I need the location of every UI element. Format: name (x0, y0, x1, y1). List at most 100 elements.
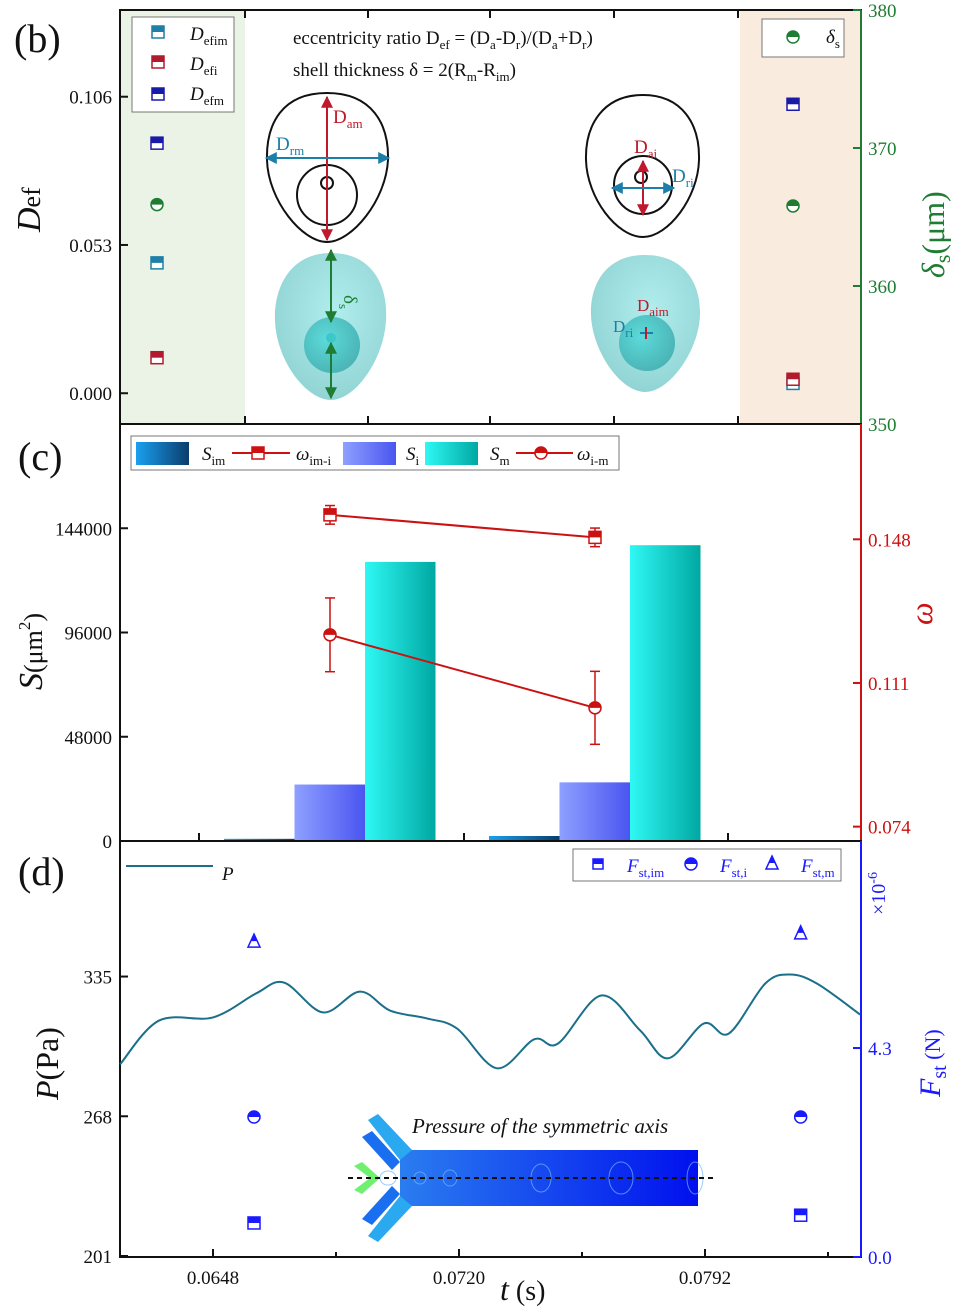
legend-marker-f-st-m (764, 854, 780, 870)
bar-i (559, 782, 630, 841)
panel-c-frame (119, 423, 862, 842)
legend-marker-f-st-i (684, 857, 698, 871)
line-omega-i-m (329, 633, 596, 709)
y2-tick-label: 360 (868, 277, 897, 298)
legend-marker-delta-s (786, 30, 800, 44)
legend-label-defm: Defm (189, 84, 224, 108)
y-tick-label: 96000 (65, 624, 113, 645)
panel-b-right-shade (740, 10, 861, 424)
y2-tick-label: 370 (868, 139, 897, 160)
panel-d-legend-line: P (126, 864, 234, 885)
inset-title: Pressure of the symmetric axis (411, 1114, 668, 1138)
data-point-omega-im-i-fill (589, 531, 601, 538)
legend-label-p: P (221, 864, 234, 885)
panel-d-ticks: 201 268 335 0.0 4.3 0.0648 0.0720 0.0792 (84, 968, 892, 1289)
panel-b-legend-right: δs (761, 18, 845, 58)
data-point-s-fill (787, 199, 799, 206)
panel-d-y2-multiplier: ×10-6 (866, 872, 890, 915)
legend-marker-f-st-m-fill (769, 856, 775, 863)
data-point-st-i (247, 1110, 261, 1124)
legend-label-f-st-im: Fst,im (626, 856, 664, 880)
panel-b-y-axis-label: Def (11, 187, 48, 233)
panel-d-legend-force: Fst,im Fst,i Fst,m (572, 848, 842, 882)
y2-tick-label: 0.0 (868, 1248, 892, 1269)
y-tick-label: 0.106 (69, 88, 112, 109)
legend-swatch-s-i (343, 442, 396, 465)
panel-b-legend-left: Defim Defi Defm (131, 16, 235, 113)
legend-marker-efm (151, 87, 165, 101)
data-point-omega-im-i (588, 530, 602, 545)
legend-marker-omega-im-i-fill (252, 447, 264, 453)
legend-label-omega-i-m: ωi-m (577, 444, 608, 468)
legend-marker-f-st-im (592, 858, 604, 870)
y2-tick-label: 0.074 (868, 818, 911, 839)
line-omega-im-i (329, 513, 596, 539)
panel-label-b: (b) (14, 16, 61, 61)
data-point-st-i-fill (794, 1111, 807, 1118)
legend-marker-omega-i-m-fill (535, 447, 547, 453)
pressure-curve (119, 973, 861, 1070)
data-point-omega-i-m (323, 628, 337, 642)
bar-i (294, 784, 365, 841)
legend-marker-f-st-im-fill (593, 859, 603, 864)
data-point-st-im-fill (248, 1216, 260, 1223)
data-point-efim (150, 256, 164, 270)
y-tick-label: 268 (84, 1107, 113, 1128)
data-point-efm (786, 97, 800, 112)
legend-label-f-st-i: Fst,i (719, 856, 748, 880)
legend-swatch-s-im (136, 442, 189, 465)
y2-tick-label: 4.3 (868, 1039, 892, 1060)
data-point-st-m (246, 932, 262, 948)
y-tick-label: 335 (84, 968, 113, 989)
data-point-st-im-fill (794, 1209, 807, 1216)
y2-tick-label: 350 (868, 415, 897, 436)
legend-label-omega-im-i: ωim-i (296, 444, 331, 468)
panel-d-pressure-line (119, 973, 861, 1070)
schematic-outer-droplet-left: Dam Drm (264, 91, 391, 244)
legend-swatch-s-m (425, 442, 478, 465)
legend-marker-delta-s-fill (787, 31, 799, 37)
schematic-outer-droplet-right: Dai Dri (584, 93, 701, 239)
data-point-st-i-fill (248, 1111, 260, 1118)
data-point-st-m (793, 924, 808, 940)
data-point-st-i (793, 1110, 808, 1124)
data-point-efi (786, 372, 800, 386)
data-point-s (150, 197, 164, 212)
data-point-st-im (247, 1216, 261, 1230)
data-point-omega-im-i (323, 508, 337, 522)
legend-marker-efim (151, 25, 165, 39)
bar-im (489, 836, 560, 841)
data-point-efm (150, 136, 164, 150)
panel-c-y2-axis-label: ω (903, 602, 939, 625)
legend-marker-omega-im-i (251, 446, 265, 460)
formula-shell-thickness: shell thickness δ = 2(Rm-Rim) (293, 60, 516, 84)
panel-c-ticks: 0 48000 96000 144000 0.074 0.111 0.148 (55, 519, 911, 853)
inset-channel-pressure-map: Pressure of the symmetric axis (348, 1114, 715, 1242)
y-tick-label: 0 (103, 832, 113, 853)
data-point-efm-fill (787, 98, 799, 105)
legend-marker-efi (151, 55, 165, 69)
legend-marker-f-st-i-fill (685, 858, 697, 864)
legend-label-s-i: Si (406, 444, 420, 468)
formula-eccentricity: eccentricity ratio Def = (Da-Dr)/(Da+Dr) (293, 28, 593, 52)
legend-marker-efi-fill (152, 56, 164, 62)
data-point-efi-fill (787, 373, 799, 380)
render-3d-droplet-left: δs (274, 248, 387, 400)
legend-label-defim: Defim (189, 24, 228, 48)
panel-d-x-axis-label: t (s) (500, 1271, 545, 1307)
bar-im (224, 838, 295, 841)
data-point-efim-fill (151, 256, 163, 263)
data-point-st-im (793, 1208, 808, 1222)
panel-c-bars (224, 545, 701, 841)
panel-d-y-axis-label: P(Pa) (29, 1027, 65, 1101)
label-d-am: Dam (333, 107, 363, 131)
data-point-omega-i-m-fill (324, 628, 336, 635)
data-point-s (786, 199, 800, 213)
panel-c-legend: Sim ωim-i Si Sm ωi-m (130, 435, 620, 471)
data-point-st-m-fill (797, 925, 804, 933)
panel-b-points (150, 97, 800, 391)
data-point-efi (150, 350, 164, 365)
legend-marker-efim-fill (152, 26, 164, 32)
data-point-efi-fill (151, 351, 163, 358)
x-tick-label: 0.0720 (433, 1268, 485, 1289)
